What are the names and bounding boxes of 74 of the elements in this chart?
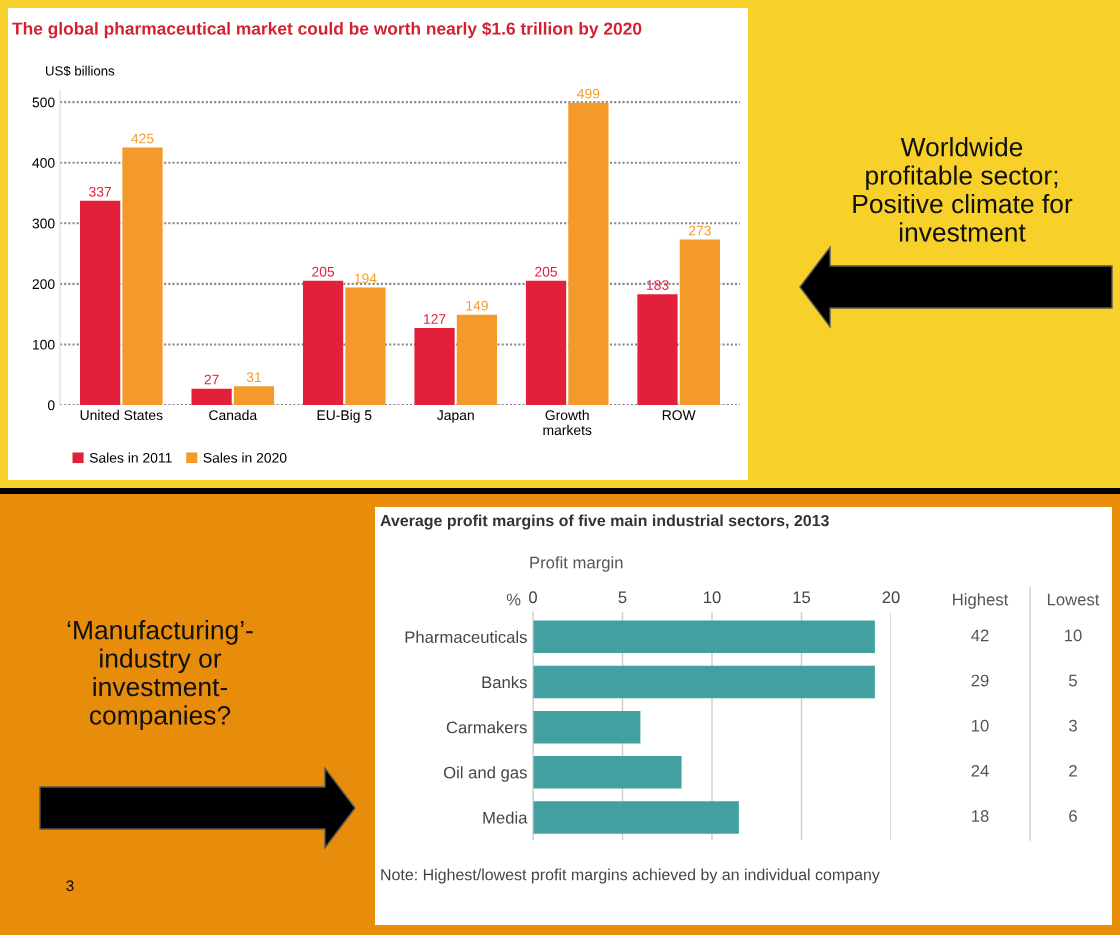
text: ‘Manufacturing’- industry or investment- companies? (67, 620, 253, 730)
bar (122, 147, 163, 405)
bar (525, 280, 567, 405)
y-tick-label: 500 (32, 97, 55, 108)
y-tick-label: 400 (32, 158, 55, 168)
bar (679, 239, 720, 405)
text: 18 (972, 810, 989, 822)
bar (533, 756, 682, 789)
bar (637, 294, 678, 405)
x-tick-label: 0 (529, 591, 537, 604)
text: 2 (1069, 764, 1077, 777)
chart-title: The global pharmaceutical market could be worth nearly $1.6 trillion by 2020 (12, 21, 642, 39)
data-label: 194 (354, 273, 377, 284)
y-tick-label: Pharmaceuticals (405, 630, 527, 644)
data-label: 27 (204, 374, 219, 385)
chart-title: Average profit margins of five main industrial sectors, 2013 (380, 514, 829, 530)
y-tick-label: Banks (482, 675, 527, 689)
x-tick-label: EU-Big 5 (317, 409, 372, 423)
y-tick-label: 0 (47, 400, 55, 411)
x-tick-label: Japan (437, 410, 474, 423)
bar (80, 200, 121, 405)
bar (233, 386, 275, 405)
text: Worldwide profitable sector; Positive climate for investment (853, 137, 1073, 242)
text: 6 (1069, 810, 1077, 822)
bar (533, 710, 641, 744)
data-label: 499 (577, 88, 600, 99)
x-tick-label: 10 (704, 591, 721, 604)
data-label: 337 (89, 186, 112, 197)
x-tick-label: Canada (209, 409, 258, 421)
text: 42 (971, 629, 989, 642)
bar (533, 665, 875, 699)
text: Note: Highest/lowest profit margins achieved by an individual company (381, 868, 880, 884)
data-label: 425 (131, 133, 154, 144)
text: 24 (971, 764, 989, 777)
data-label: 273 (688, 225, 711, 236)
data-label: 205 (312, 266, 335, 277)
text: 3 (66, 880, 74, 892)
x-tick-label: 5 (618, 591, 627, 604)
text: 10 (972, 719, 989, 732)
bar (568, 102, 609, 405)
x-tick-label: ROW (662, 410, 696, 421)
bar (456, 314, 498, 405)
y-tick-label: 100 (33, 339, 55, 350)
text: 29 (971, 674, 989, 687)
bar (533, 801, 739, 834)
text: Lowest (1047, 593, 1100, 606)
text: Highest (953, 593, 1009, 609)
data-label: 149 (466, 300, 488, 311)
x-axis-title: Profit margin (530, 556, 623, 572)
bar (414, 328, 455, 405)
data-label: 31 (246, 372, 262, 383)
y-tick-label: Oil and gas (443, 766, 527, 782)
text: 10 (1065, 629, 1082, 642)
text: 3 (1069, 719, 1077, 732)
bar (302, 280, 344, 405)
y-tick-label: 200 (32, 279, 55, 290)
x-tick-label: 15 (793, 591, 811, 604)
bar (191, 388, 232, 405)
bar (345, 287, 386, 405)
legend-label: Sales in 2011 (89, 452, 172, 463)
x-tick-label: 20 (882, 591, 900, 604)
text: 5 (1069, 674, 1077, 687)
x-tick-label: Growth markets (543, 409, 592, 436)
text: % (506, 593, 521, 606)
data-label: 127 (424, 314, 446, 324)
y-axis-title: US$ billions (46, 65, 115, 77)
y-tick-label: Media (483, 811, 528, 824)
bar (533, 620, 875, 654)
y-tick-label: 300 (32, 218, 55, 229)
y-tick-label: Carmakers (446, 721, 527, 734)
data-label: 205 (535, 266, 558, 277)
data-label: 183 (646, 280, 669, 291)
x-tick-label: United States (80, 409, 163, 421)
legend-label: Sales in 2020 (203, 452, 287, 463)
